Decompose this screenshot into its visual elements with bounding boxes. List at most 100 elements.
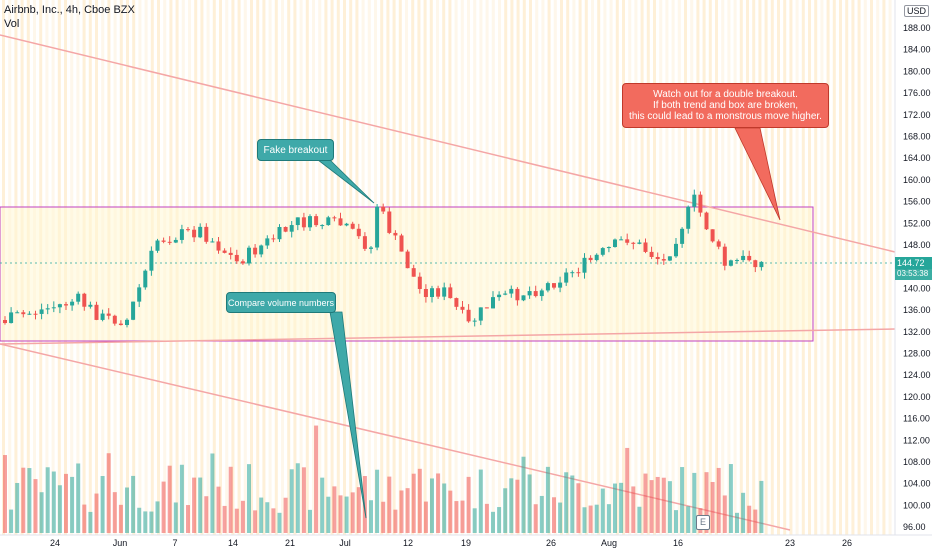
- volume-bar: [460, 500, 465, 533]
- candle: [277, 224, 282, 242]
- volume-bar: [527, 474, 532, 533]
- compare-volume-callout[interactable]: Compare volume numbers: [226, 292, 336, 313]
- candle: [64, 301, 68, 310]
- volume-bar: [741, 492, 746, 533]
- volume-bar: [735, 512, 739, 533]
- volume-bar: [594, 504, 599, 533]
- volume-bar: [320, 477, 325, 533]
- session-stripe: [876, 0, 880, 535]
- double-breakout-pointer: [734, 127, 781, 221]
- candle: [161, 237, 166, 244]
- candle: [33, 310, 38, 320]
- volume-bar: [198, 477, 203, 533]
- time-axis-bg[interactable]: [0, 535, 932, 550]
- volume-bar: [216, 486, 221, 533]
- fake-breakout-text: Fake breakout: [263, 144, 328, 156]
- candle: [369, 246, 373, 254]
- volume-bar: [655, 476, 660, 533]
- candle: [57, 303, 62, 314]
- candle: [326, 215, 331, 226]
- candle: [21, 310, 26, 318]
- candle: [570, 270, 575, 278]
- volume-bar: [442, 483, 447, 533]
- candle: [741, 250, 746, 263]
- candle: [509, 285, 514, 298]
- volume-bar: [533, 504, 538, 533]
- candle: [143, 269, 148, 290]
- candle: [503, 290, 508, 296]
- candle: [247, 245, 251, 266]
- volume-bar: [326, 496, 331, 533]
- volume-indicator-label[interactable]: Vol: [4, 18, 20, 30]
- price-axis-label: 116.00: [903, 414, 930, 424]
- volume-bar: [350, 492, 355, 533]
- price-axis-label: 108.00: [903, 457, 931, 467]
- candle: [301, 212, 306, 231]
- volume-bar: [393, 509, 398, 533]
- candle: [228, 247, 233, 260]
- candle: [710, 229, 715, 243]
- candle: [552, 283, 556, 290]
- candle: [680, 227, 685, 248]
- session-stripe: [814, 0, 818, 535]
- candle: [283, 226, 288, 233]
- volume-bar: [45, 467, 50, 533]
- session-stripe: [832, 0, 836, 535]
- consolidation-box: [0, 206, 814, 342]
- volume-bar: [545, 466, 550, 533]
- volume-bar: [509, 478, 514, 533]
- candle: [423, 284, 428, 303]
- candle: [356, 223, 361, 239]
- session-stripe: [863, 0, 867, 535]
- candle: [460, 300, 465, 314]
- volume-bar: [631, 486, 636, 533]
- candle: [430, 285, 434, 303]
- session-stripe: [857, 0, 861, 535]
- volume-bar: [649, 480, 654, 533]
- volume-bar: [497, 507, 502, 533]
- volume-bar: [240, 500, 245, 533]
- candle: [192, 226, 197, 243]
- volume-bar: [332, 486, 337, 533]
- volume-bar: [362, 476, 367, 533]
- candle: [216, 236, 221, 254]
- candle: [259, 244, 264, 258]
- volume-bar: [247, 464, 251, 533]
- candle: [204, 223, 209, 244]
- volume-bar: [234, 508, 239, 533]
- volume-bar: [88, 511, 93, 533]
- candle: [728, 259, 733, 267]
- price-axis-label: 140.00: [903, 283, 931, 293]
- candle: [759, 261, 764, 271]
- price-axis-label: 156.00: [903, 197, 931, 207]
- candle: [51, 301, 56, 313]
- volume-bar: [728, 464, 733, 533]
- currency-button[interactable]: USD: [904, 5, 930, 17]
- fake-breakout-callout[interactable]: Fake breakout: [257, 139, 334, 161]
- earnings-badge-icon[interactable]: E: [696, 515, 710, 530]
- candle: [411, 264, 416, 277]
- callout-line-1: Watch out for a double breakout.: [653, 89, 798, 100]
- volume-bar: [692, 472, 697, 533]
- candle: [686, 205, 691, 234]
- candle: [198, 223, 203, 239]
- session-stripe: [851, 0, 855, 535]
- volume-bar: [619, 482, 624, 533]
- candle: [478, 307, 483, 326]
- time-axis-label: 19: [461, 538, 471, 548]
- volume-bar: [82, 504, 87, 533]
- volume-bar: [637, 506, 642, 533]
- volume-bar: [686, 506, 691, 533]
- symbol-title[interactable]: Airbnb, Inc., 4h, Cboe BZX: [4, 4, 135, 16]
- double-breakout-callout[interactable]: Watch out for a double breakout. If both…: [622, 83, 829, 128]
- time-axis-label: 7: [172, 538, 177, 548]
- candle: [466, 304, 471, 323]
- volume-bar: [661, 477, 666, 533]
- compare-volume-pointer: [329, 311, 367, 519]
- candle: [722, 243, 727, 271]
- time-axis-label: 21: [285, 538, 295, 548]
- volume-bar: [564, 472, 569, 533]
- candle: [106, 308, 111, 320]
- candle: [448, 283, 453, 299]
